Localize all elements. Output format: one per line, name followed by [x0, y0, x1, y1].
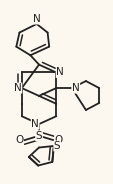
Text: S: S	[53, 141, 60, 151]
Text: N: N	[14, 83, 22, 93]
Text: N: N	[31, 119, 39, 129]
Text: N: N	[71, 83, 79, 93]
Text: O: O	[15, 135, 23, 146]
Text: O: O	[54, 135, 62, 146]
Text: S: S	[35, 131, 42, 141]
Text: N: N	[33, 14, 40, 24]
Text: N: N	[56, 68, 63, 77]
